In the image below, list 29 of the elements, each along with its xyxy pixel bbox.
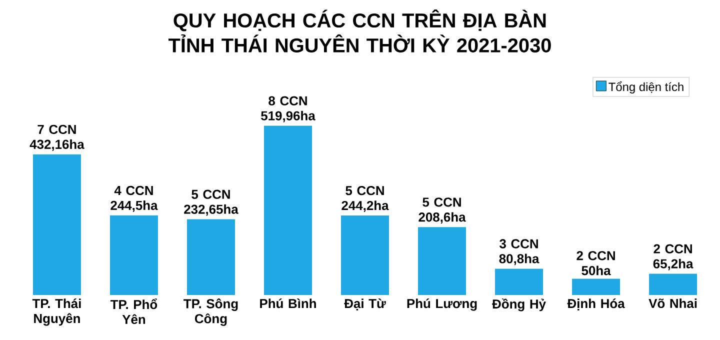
bar: [264, 126, 312, 295]
data-label: 5 CCN 208,6ha: [418, 198, 466, 224]
bar: [186, 219, 235, 295]
bar: [110, 215, 158, 295]
data-label: 5 CCN 244,2ha: [342, 186, 389, 212]
x-tick-label: Phú Bình: [260, 298, 316, 308]
x-tick-label: Phú Lương: [407, 298, 477, 311]
data-label: 5 CCN 232,65ha: [184, 190, 238, 216]
x-tick-label: Võ Nhai: [648, 298, 697, 308]
bar: [32, 154, 81, 295]
x-tick-label: Định Hóa: [567, 298, 625, 310]
bar: [341, 216, 390, 295]
legend-label: Tổng diện tích: [608, 81, 684, 94]
data-label: 7 CCN 432,16ha: [30, 124, 84, 151]
data-label: 8 CCN 519,96ha: [261, 96, 316, 122]
bar: [649, 274, 698, 295]
bar: [495, 268, 544, 295]
bar: [572, 278, 620, 295]
data-label: 2 CCN 50ha: [576, 251, 615, 276]
data-label: 4 CCN 244,5ha: [110, 186, 158, 212]
data-label: 3 CCN 80,8ha: [499, 239, 540, 266]
x-tick-label: TP. Sông Công: [184, 298, 238, 326]
x-tick-label: TP. Phổ Yên: [110, 298, 158, 324]
bar: [418, 227, 466, 295]
x-tick-label: Đồng Hỷ: [492, 298, 546, 312]
x-tick-label: TP. Thái Nguyên: [32, 298, 81, 326]
x-tick-label: Đại Từ: [344, 298, 386, 310]
data-label: 2 CCN 65,2ha: [653, 244, 694, 270]
chart-title: QUY HOẠCH CÁC CCN TRÊN ĐỊA BÀN TỈNH THÁI NGUYÊN THỜI KỲ 2021-2030: [168, 10, 551, 52]
